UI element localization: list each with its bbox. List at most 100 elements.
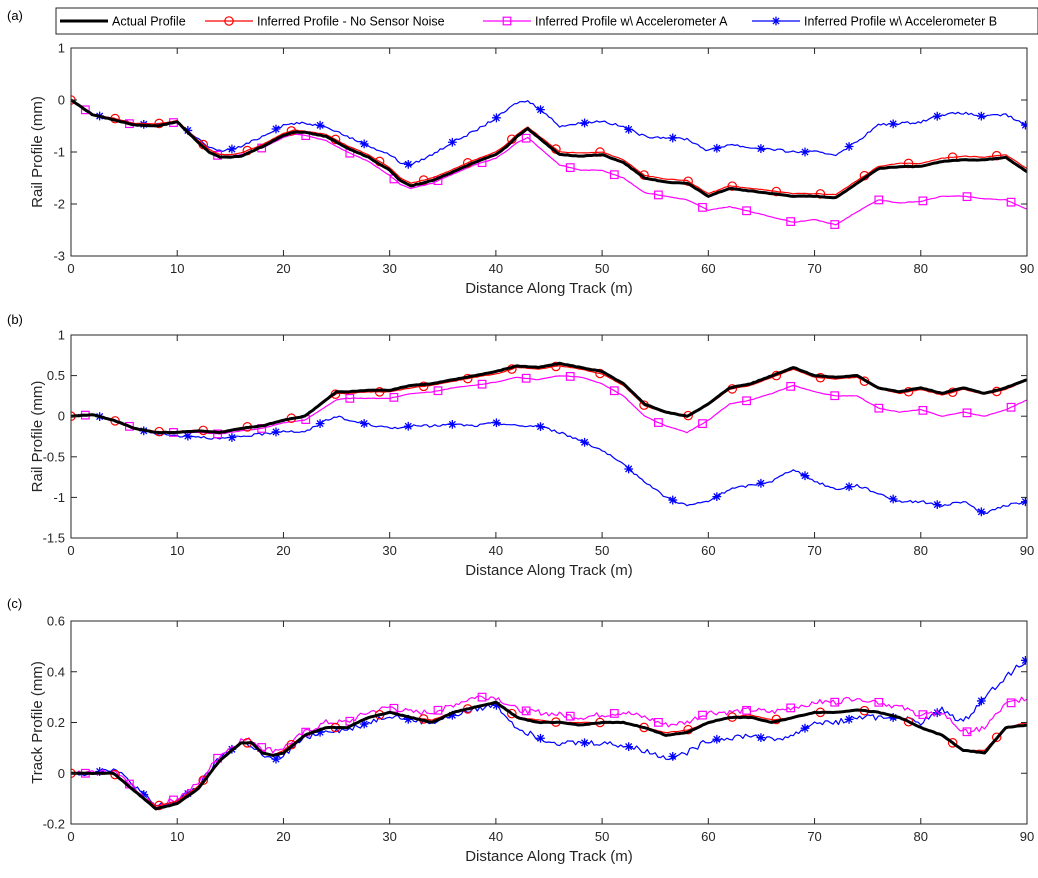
y-tick-label: 0	[58, 93, 65, 108]
data-point	[786, 217, 796, 226]
plot-area	[71, 95, 1027, 229]
x-axis-label: Distance Along Track (m)	[465, 562, 633, 579]
plot-area	[71, 655, 1027, 811]
data-point	[580, 738, 589, 748]
data-point	[580, 437, 589, 447]
data-point	[521, 373, 531, 383]
data-point	[447, 137, 457, 147]
legend-label-inferred-profile-w-accelerometer-b: Inferred Profile w\ Accelerometer B	[804, 15, 997, 29]
series-line-inferred-profile-no-sensor-noise	[71, 365, 1027, 433]
data-point	[918, 196, 928, 206]
x-tick-label: 80	[914, 829, 928, 844]
x-tick-label: 90	[1020, 829, 1034, 844]
x-tick-label: 30	[382, 261, 396, 276]
data-point	[654, 418, 663, 427]
x-tick-label: 50	[595, 543, 609, 558]
data-point	[874, 403, 884, 413]
series-markers-inferred-profile-w-accelerometer-a	[80, 372, 1016, 439]
x-tick-label: 10	[170, 261, 184, 276]
x-tick-label: 20	[276, 543, 290, 558]
data-point	[947, 737, 958, 748]
x-tick-label: 0	[67, 261, 74, 276]
legend-marker-inferred-profile-w-accelerometer-a	[502, 16, 512, 26]
data-point	[477, 379, 487, 389]
x-tick-label: 0	[67, 543, 74, 558]
series-markers-inferred-profile-w-accelerometer-b	[95, 412, 1027, 517]
data-point	[888, 119, 898, 129]
data-point	[742, 705, 751, 715]
data-point	[433, 705, 443, 715]
data-point	[888, 494, 898, 504]
data-point	[844, 714, 854, 724]
series-line-inferred-profile-w-accelerometer-b	[71, 413, 1027, 515]
x-tick-label: 80	[914, 261, 928, 276]
data-point	[447, 710, 457, 720]
series-line-inferred-profile-w-accelerometer-a	[71, 375, 1027, 435]
data-point	[976, 111, 986, 121]
y-tick-label: 1	[58, 41, 65, 56]
panel-c: (c)0 10 20 30 40 50 60 70 80 90-0.200.20.40.6Dist…	[7, 596, 1034, 865]
data-point	[742, 206, 751, 216]
x-tick-label: 60	[701, 261, 715, 276]
y-tick-label: 0.6	[47, 614, 65, 629]
data-point	[698, 202, 707, 212]
data-point	[403, 159, 413, 169]
data-point	[830, 391, 840, 401]
series-line-inferred-profile-w-accelerometer-a	[71, 695, 1027, 809]
data-point	[771, 186, 782, 197]
y-tick-label: -0.5	[43, 449, 65, 464]
data-point	[1006, 402, 1016, 412]
data-point	[991, 732, 1002, 743]
panel-label: (a)	[7, 8, 23, 23]
data-point	[403, 714, 413, 724]
data-point	[565, 711, 575, 721]
data-point	[668, 751, 678, 761]
y-tick-label: 0.2	[47, 715, 65, 730]
y-tick-label: -1	[53, 145, 65, 160]
y-tick-label: 0.5	[47, 368, 65, 383]
series-markers-inferred-profile-no-sensor-noise	[71, 95, 1002, 199]
y-axis-label: Rail Profile (mm)	[29, 381, 46, 493]
axes-frame	[70, 334, 1028, 539]
panel-label: (c)	[7, 596, 22, 611]
data-point	[374, 387, 385, 397]
y-tick-label: 1	[58, 328, 65, 343]
series-line-actual-profile	[71, 98, 1027, 200]
data-point	[227, 433, 237, 442]
data-point	[932, 500, 942, 510]
data-point	[315, 120, 325, 130]
data-point	[962, 727, 972, 737]
data-point	[976, 696, 986, 706]
data-point	[271, 427, 281, 437]
series-line-actual-profile	[71, 361, 1027, 435]
x-tick-label: 20	[276, 829, 290, 844]
data-point	[271, 754, 281, 764]
data-point	[932, 111, 942, 121]
data-point	[183, 431, 193, 441]
plot-area	[71, 361, 1027, 517]
data-point	[903, 716, 914, 727]
series-markers-inferred-profile-w-accelerometer-b	[95, 655, 1027, 799]
series-line-inferred-profile-no-sensor-noise	[71, 99, 1027, 196]
x-tick-label: 70	[807, 543, 821, 558]
x-tick-label: 0	[67, 829, 74, 844]
data-point	[800, 147, 810, 157]
data-point	[492, 113, 501, 123]
data-point	[536, 733, 545, 743]
panel-a: (a) 0 10 20 30 40 50 60 70 80 90 -3 -2 -1 0 1 Distance A…	[7, 8, 1034, 297]
data-point	[139, 790, 149, 799]
data-point	[477, 692, 487, 702]
x-tick-label: 40	[489, 543, 503, 558]
data-point	[932, 708, 942, 718]
x-tick-label: 10	[170, 543, 184, 558]
x-tick-label: 50	[595, 829, 609, 844]
data-point	[110, 769, 120, 780]
data-point	[359, 719, 369, 729]
data-point	[521, 133, 531, 143]
y-axis-label: Track Profile (mm)	[29, 661, 46, 784]
data-point	[712, 492, 722, 501]
legend-label-inferred-profile-w-accelerometer-a: Inferred Profile w\ Accelerometer A	[535, 15, 728, 29]
data-point	[507, 708, 517, 719]
data-point	[830, 220, 840, 229]
